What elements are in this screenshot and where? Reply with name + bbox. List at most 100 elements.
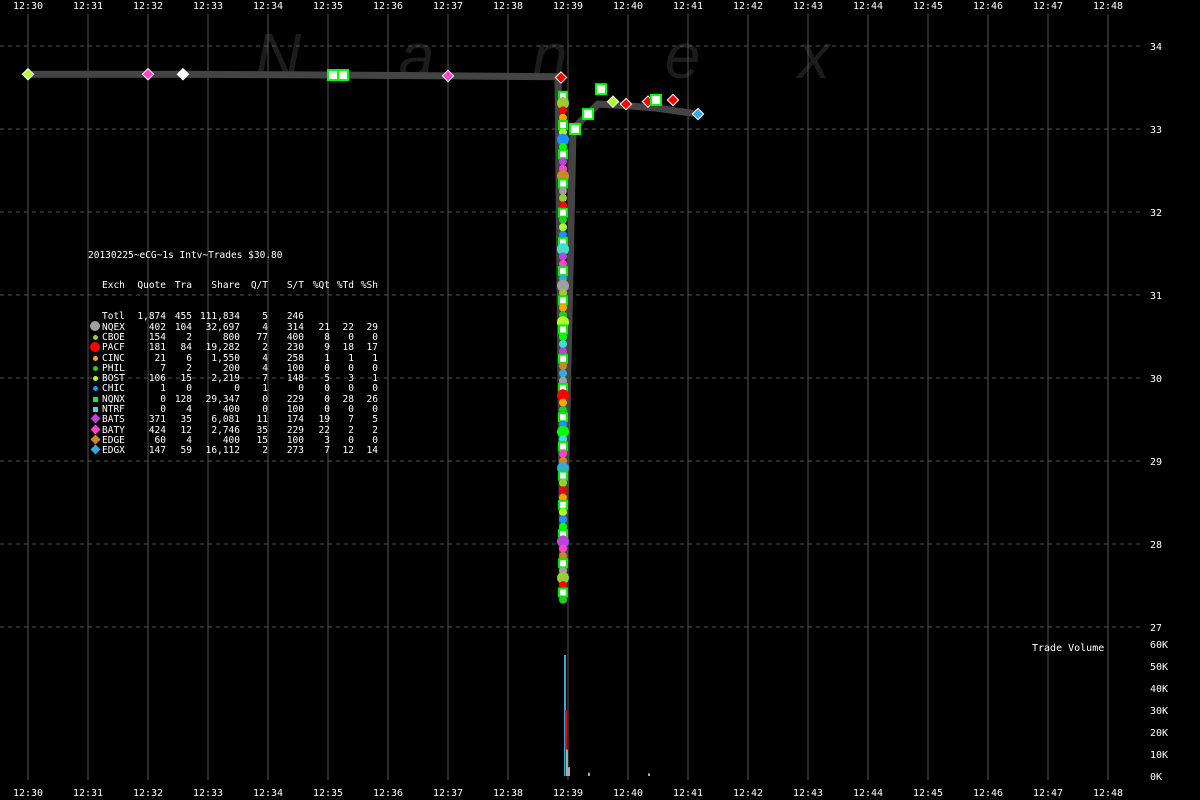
legend-cell: 3 bbox=[324, 434, 330, 446]
legend-cell: 2,746 bbox=[211, 424, 240, 436]
legend-row: EDGX 147 59 16,112 2 273 7 12 14 bbox=[88, 444, 378, 457]
quote-marker bbox=[559, 289, 567, 298]
legend-cell: 273 bbox=[286, 445, 304, 457]
quote-marker bbox=[559, 332, 567, 341]
quote-marker bbox=[559, 303, 567, 312]
quote-marker bbox=[559, 551, 567, 560]
legend-cell: 100 bbox=[286, 434, 304, 446]
quote-marker bbox=[557, 243, 569, 256]
x-tick-label-bottom: 12:43 bbox=[793, 788, 823, 799]
legend-cell: 22 bbox=[342, 321, 354, 333]
legend-row: CBOE 154 2 800 77 400 8 0 0 bbox=[88, 331, 378, 343]
legend-cell: 100 bbox=[286, 404, 304, 416]
volume-bar bbox=[648, 773, 650, 776]
x-tick-label-top: 12:38 bbox=[493, 1, 523, 12]
quote-marker bbox=[606, 95, 620, 108]
exchange-name: NQNX bbox=[102, 393, 125, 405]
legend-cell: 1 bbox=[324, 352, 330, 364]
trade-marker bbox=[558, 120, 568, 131]
exchange-marker-icon bbox=[88, 444, 102, 456]
exchange-name: PHIL bbox=[102, 362, 125, 374]
x-tick-label-bottom: 12:42 bbox=[733, 788, 763, 799]
exchange-name: BATS bbox=[102, 414, 125, 426]
legend-cell: 35 bbox=[180, 414, 192, 426]
trade-marker bbox=[558, 324, 568, 335]
legend-cell: 1,874 bbox=[137, 311, 166, 323]
quote-marker bbox=[559, 194, 567, 203]
legend-cell: 0 bbox=[372, 383, 378, 395]
legend-cell: 60 bbox=[154, 434, 166, 446]
trade-marker bbox=[337, 69, 349, 82]
exchange-name: BOST bbox=[102, 373, 125, 385]
x-tick-label-top: 12:47 bbox=[1033, 1, 1063, 12]
legend-cell: 28 bbox=[342, 393, 354, 405]
legend-cell: 230 bbox=[286, 342, 304, 354]
legend-cell: 229 bbox=[286, 393, 304, 405]
volume-tick-label: 0K bbox=[1150, 772, 1162, 783]
exchange-name: NTRF bbox=[102, 404, 125, 416]
legend-row: BATY 424 12 2,746 35 229 22 2 2 bbox=[88, 424, 378, 436]
exchange-marker-icon bbox=[88, 384, 102, 394]
legend-col-header: Share bbox=[211, 280, 240, 292]
quote-marker bbox=[666, 93, 680, 107]
quote-marker bbox=[559, 595, 567, 604]
legend-cell: 32,697 bbox=[205, 321, 240, 333]
exchange-marker-icon bbox=[88, 321, 102, 334]
legend-cell: 258 bbox=[286, 352, 304, 364]
legend-row: CHIC 1 0 0 1 0 0 0 0 bbox=[88, 384, 378, 394]
legend-cell: 1 bbox=[160, 383, 166, 395]
exchange-name: PACF bbox=[102, 342, 125, 354]
legend-cell: 8 bbox=[324, 331, 330, 343]
quote-marker bbox=[557, 425, 569, 438]
x-tick-label-bottom: 12:48 bbox=[1093, 788, 1123, 799]
x-tick-label-top: 12:46 bbox=[973, 1, 1003, 12]
volume-tick-label: 10K bbox=[1150, 750, 1168, 761]
legend-cell: 14 bbox=[366, 445, 378, 457]
quote-marker bbox=[559, 113, 567, 122]
x-tick-label-top: 12:43 bbox=[793, 1, 823, 12]
x-tick-label-top: 12:42 bbox=[733, 1, 763, 12]
volume-bar bbox=[568, 767, 570, 776]
legend-col-header: Exch bbox=[102, 280, 125, 292]
quote-marker bbox=[559, 508, 567, 517]
legend-cell: 2 bbox=[262, 342, 268, 354]
legend-cell: 0 bbox=[348, 434, 354, 446]
exchange-name: EDGE bbox=[102, 434, 125, 446]
exchange-name: CHIC bbox=[102, 383, 125, 395]
x-tick-label-bottom: 12:32 bbox=[133, 788, 163, 799]
legend-cell: 16,112 bbox=[205, 445, 240, 457]
legend-cell: 2 bbox=[186, 362, 192, 374]
x-tick-label-bottom: 12:33 bbox=[193, 788, 223, 799]
legend-cell: 200 bbox=[222, 362, 240, 374]
exchange-name: NQEX bbox=[102, 321, 125, 333]
quote-marker bbox=[559, 405, 567, 414]
volume-bar bbox=[588, 772, 590, 776]
quote-marker bbox=[557, 535, 569, 548]
legend-cell: 100 bbox=[286, 362, 304, 374]
trade-marker bbox=[558, 441, 568, 452]
quote-marker bbox=[559, 398, 567, 407]
legend-cell: 0 bbox=[262, 404, 268, 416]
trade-marker bbox=[582, 108, 594, 121]
legend-col-header: Q/T bbox=[250, 280, 268, 292]
quote-marker bbox=[557, 571, 569, 584]
exchange-marker-icon bbox=[88, 354, 102, 364]
legend-col-header: Tra bbox=[174, 280, 192, 292]
y-tick-label: 29 bbox=[1150, 457, 1162, 468]
x-tick-label-bottom: 12:44 bbox=[853, 788, 883, 799]
legend-cell: 9 bbox=[324, 342, 330, 354]
quote-marker bbox=[559, 435, 567, 444]
legend-cell: 314 bbox=[286, 321, 304, 333]
legend-cell: 0 bbox=[324, 362, 330, 374]
legend-cell: 246 bbox=[286, 311, 304, 323]
legend-cell: 400 bbox=[222, 434, 240, 446]
trade-marker bbox=[558, 499, 568, 510]
trade-marker bbox=[327, 69, 339, 82]
volume-tick-label: 60K bbox=[1150, 640, 1168, 651]
legend-row: NQEX 402 104 32,697 4 314 21 22 29 bbox=[88, 321, 378, 334]
exchange-legend: 20130225~eCG~1s Intv~Trades $30.80 Exch Q… bbox=[88, 230, 378, 467]
legend-cell: 35 bbox=[256, 424, 268, 436]
legend-col-header: Quote bbox=[137, 280, 166, 292]
legend-cell: 4 bbox=[262, 321, 268, 333]
legend-cell: 18 bbox=[342, 342, 354, 354]
